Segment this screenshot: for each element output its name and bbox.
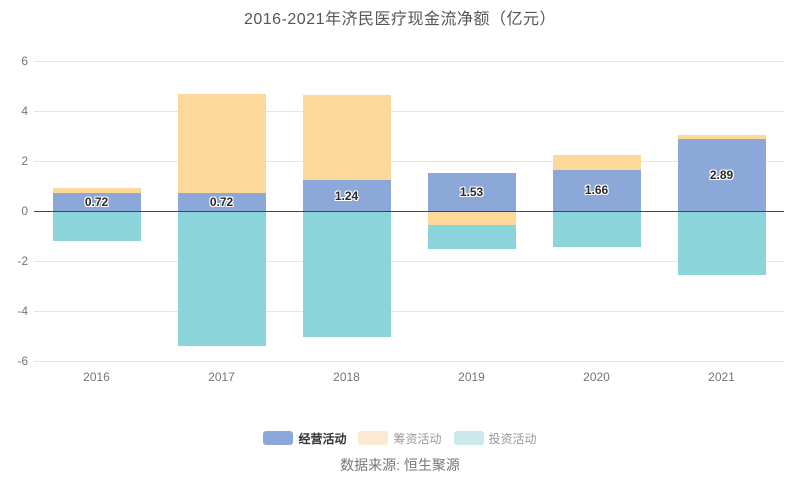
y-axis-tick-label: -6 bbox=[17, 354, 28, 368]
bar-segment-经营活动-2019[interactable] bbox=[427, 172, 516, 211]
y-axis-tick-label: 4 bbox=[21, 104, 28, 118]
x-axis-tick-label: 2018 bbox=[333, 370, 360, 384]
bar-segment-筹资活动-2018[interactable] bbox=[302, 95, 391, 180]
x-axis-tick-label: 2019 bbox=[458, 370, 485, 384]
bar-segment-筹资活动-2017[interactable] bbox=[177, 93, 266, 193]
bar-segment-筹资活动-2020[interactable] bbox=[552, 155, 641, 170]
bar-segment-经营活动-2018[interactable] bbox=[302, 180, 391, 211]
bar-segment-筹资活动-2016[interactable] bbox=[52, 188, 141, 193]
bar-value-label: 1.53 bbox=[459, 184, 484, 199]
legend-label: 投资活动 bbox=[488, 431, 537, 446]
legend-item-投资活动[interactable]: 投资活动 bbox=[453, 430, 537, 447]
bar-segment-经营活动-2017[interactable] bbox=[177, 193, 266, 211]
bar-segment-投资活动-2018[interactable] bbox=[302, 212, 391, 337]
grid-line bbox=[34, 111, 784, 112]
y-axis-tick-label: 2 bbox=[21, 154, 28, 168]
bar-value-label: 2.89 bbox=[709, 167, 734, 182]
bar-segment-经营活动-2021[interactable] bbox=[677, 138, 766, 211]
y-axis-tick-label: -4 bbox=[17, 304, 28, 318]
bar-segment-投资活动-2016[interactable] bbox=[52, 212, 141, 241]
x-axis-tick-label: 2017 bbox=[208, 370, 235, 384]
bar-value-label: 1.24 bbox=[334, 188, 359, 203]
bar-segment-投资活动-2017[interactable] bbox=[177, 212, 266, 346]
legend-swatch bbox=[453, 431, 484, 445]
legend-swatch bbox=[263, 431, 294, 445]
x-axis-tick-label: 2021 bbox=[708, 370, 735, 384]
y-axis-tick-label: 6 bbox=[21, 54, 28, 68]
bar-segment-筹资活动-2019[interactable] bbox=[427, 212, 516, 225]
legend-item-经营活动[interactable]: 经营活动 bbox=[263, 430, 346, 447]
bar-segment-投资活动-2020[interactable] bbox=[552, 212, 641, 247]
legend-swatch bbox=[358, 431, 389, 445]
x-axis-tick-label: 2016 bbox=[83, 370, 110, 384]
bar-segment-筹资活动-2021[interactable] bbox=[677, 134, 766, 139]
x-axis-tick-label: 2020 bbox=[583, 370, 610, 384]
bar-value-label: 1.66 bbox=[584, 183, 609, 198]
zero-axis-line bbox=[34, 211, 784, 212]
grid-line bbox=[34, 161, 784, 162]
grid-line bbox=[34, 361, 784, 362]
legend-label: 筹资活动 bbox=[393, 431, 442, 446]
legend: 经营活动 筹资活动 投资活动 bbox=[0, 429, 800, 447]
bar-value-label: 0.72 bbox=[84, 195, 109, 209]
grid-line bbox=[34, 311, 784, 312]
data-source-caption: 数据来源: 恒生聚源 bbox=[340, 457, 460, 473]
bar-value-label: 0.72 bbox=[209, 195, 234, 209]
bar-segment-经营活动-2020[interactable] bbox=[552, 169, 641, 211]
chart-title: 2016-2021年济民医疗现金流净额（亿元） bbox=[243, 11, 557, 28]
bar-segment-投资活动-2021[interactable] bbox=[677, 212, 766, 276]
legend-label: 经营活动 bbox=[298, 431, 347, 446]
legend-item-筹资活动[interactable]: 筹资活动 bbox=[358, 430, 442, 447]
grid-line bbox=[34, 261, 784, 262]
grid-line bbox=[34, 61, 784, 62]
y-axis-tick-label: -2 bbox=[17, 254, 28, 268]
plot-area: 6 4 2 0 -2 -4 -6 0.72 2016 0.72 2017 1.24 2018 1.53 20… bbox=[17, 54, 784, 384]
bar-segment-经营活动-2016[interactable] bbox=[52, 193, 141, 211]
bar-segment-投资活动-2019[interactable] bbox=[427, 225, 516, 250]
y-axis-tick-label: 0 bbox=[21, 204, 28, 218]
